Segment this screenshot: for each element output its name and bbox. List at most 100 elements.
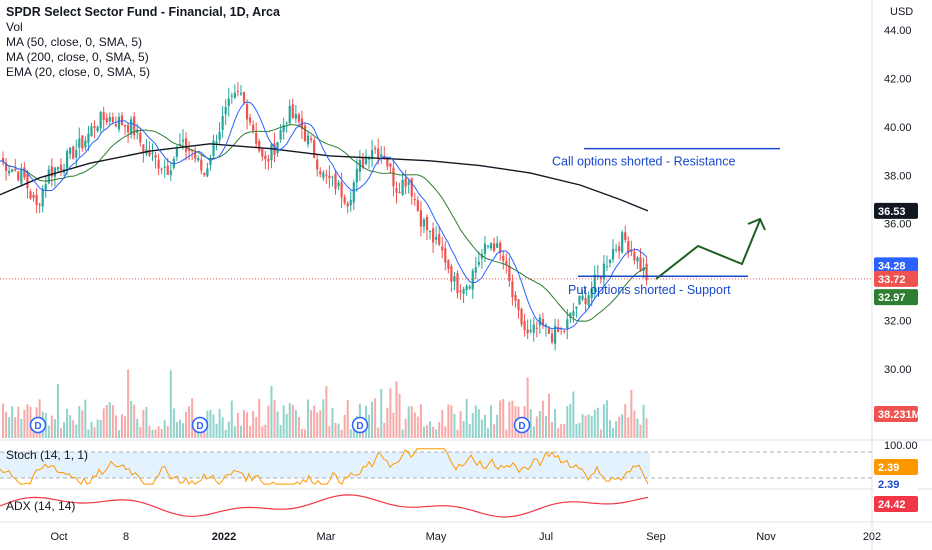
candle-body[interactable] xyxy=(87,133,90,144)
candle-body[interactable] xyxy=(523,321,526,331)
adx-line[interactable] xyxy=(0,494,649,518)
volume-bar[interactable] xyxy=(142,410,145,438)
candle-body[interactable] xyxy=(99,111,102,129)
volume-bar[interactable] xyxy=(380,388,383,438)
volume-bar[interactable] xyxy=(102,408,105,438)
volume-bar[interactable] xyxy=(551,422,554,438)
volume-bar[interactable] xyxy=(416,416,419,438)
ma200-line[interactable] xyxy=(0,143,649,212)
candle-body[interactable] xyxy=(428,230,432,233)
candle-body[interactable] xyxy=(102,112,105,120)
candle-body[interactable] xyxy=(5,162,8,171)
volume-bar[interactable] xyxy=(78,405,81,438)
volume-bar[interactable] xyxy=(157,426,160,438)
volume-bar[interactable] xyxy=(11,406,14,438)
projection-arrow-head[interactable] xyxy=(747,217,766,231)
candle-body[interactable] xyxy=(245,103,249,120)
volume-bar[interactable] xyxy=(2,403,5,438)
candle-body[interactable] xyxy=(395,188,398,193)
volume-bar[interactable] xyxy=(136,418,139,438)
volume-bar[interactable] xyxy=(227,421,230,438)
candle-body[interactable] xyxy=(267,159,270,162)
volume-bar[interactable] xyxy=(252,411,255,438)
candle-body[interactable] xyxy=(633,252,636,261)
candle-body[interactable] xyxy=(328,175,331,179)
candle-body[interactable] xyxy=(337,182,340,187)
candle-body[interactable] xyxy=(569,312,572,318)
price-tag-bg[interactable] xyxy=(874,270,918,287)
volume-bar[interactable] xyxy=(124,416,127,438)
candle-body[interactable] xyxy=(398,192,401,194)
volume-bar[interactable] xyxy=(407,406,410,438)
candle-body[interactable] xyxy=(450,266,453,282)
candle-body[interactable] xyxy=(355,168,358,183)
candle-body[interactable] xyxy=(169,170,172,175)
price-tag[interactable]: 38.231M xyxy=(878,409,921,421)
dividend-letter[interactable]: D xyxy=(34,421,41,432)
candle-body[interactable] xyxy=(66,150,69,169)
candle-body[interactable] xyxy=(489,243,493,249)
volume-bar[interactable] xyxy=(178,419,181,438)
volume-bar[interactable] xyxy=(566,406,569,438)
volume-bar[interactable] xyxy=(316,412,319,438)
candle-body[interactable] xyxy=(233,93,236,98)
candle-body[interactable] xyxy=(133,116,136,136)
candle-body[interactable] xyxy=(218,131,221,140)
candle-body[interactable] xyxy=(605,266,609,268)
candle-body[interactable] xyxy=(517,299,520,310)
candle-body[interactable] xyxy=(44,184,47,190)
volume-bar[interactable] xyxy=(605,400,608,438)
dividend-marker[interactable] xyxy=(513,416,531,434)
volume-bar[interactable] xyxy=(279,425,282,438)
volume-bar[interactable] xyxy=(487,428,489,438)
volume-bar[interactable] xyxy=(560,424,563,438)
volume-bar[interactable] xyxy=(246,412,249,438)
candle-body[interactable] xyxy=(294,113,297,119)
candle-body[interactable] xyxy=(50,166,53,177)
dividend-letter[interactable]: D xyxy=(518,421,525,432)
candle-body[interactable] xyxy=(483,243,487,254)
volume-bar[interactable] xyxy=(20,418,23,438)
volume-bar[interactable] xyxy=(285,413,288,438)
volume-bar[interactable] xyxy=(526,377,529,438)
candle-body[interactable] xyxy=(23,167,26,178)
candle-body[interactable] xyxy=(349,199,352,206)
adx-tag[interactable]: 24.42 xyxy=(878,499,906,511)
candle-body[interactable] xyxy=(422,219,426,227)
candle-body[interactable] xyxy=(38,204,41,206)
candle-body[interactable] xyxy=(514,294,517,301)
candle-body[interactable] xyxy=(410,178,413,197)
candle-body[interactable] xyxy=(526,329,529,334)
candle-body[interactable] xyxy=(441,246,444,251)
volume-bar[interactable] xyxy=(26,404,29,438)
candle-body[interactable] xyxy=(520,308,523,325)
volume-bar[interactable] xyxy=(599,429,602,438)
candle-body[interactable] xyxy=(56,167,60,170)
volume-bar[interactable] xyxy=(297,416,300,438)
candle-body[interactable] xyxy=(477,262,480,265)
candle-body[interactable] xyxy=(432,228,435,243)
volume-bar[interactable] xyxy=(334,422,337,438)
volume-bar[interactable] xyxy=(75,424,78,438)
candle-body[interactable] xyxy=(29,191,32,199)
candle-body[interactable] xyxy=(209,158,212,166)
candle-body[interactable] xyxy=(392,167,395,187)
candle-body[interactable] xyxy=(602,263,605,280)
volume-bar[interactable] xyxy=(633,410,636,438)
price-tag-bg[interactable] xyxy=(874,406,918,422)
volume-bar[interactable] xyxy=(267,405,270,438)
candle-body[interactable] xyxy=(435,236,438,240)
volume-bar[interactable] xyxy=(322,399,325,438)
volume-bar[interactable] xyxy=(340,429,343,438)
candle-body[interactable] xyxy=(419,210,422,227)
volume-bar[interactable] xyxy=(239,425,242,438)
candle-body[interactable] xyxy=(151,152,154,155)
volume-bar[interactable] xyxy=(188,406,191,438)
symbol-title[interactable]: SPDR Select Sector Fund - Financial, 1D,… xyxy=(6,5,280,19)
candle-body[interactable] xyxy=(203,173,206,176)
candle-body[interactable] xyxy=(456,273,459,294)
volume-bar[interactable] xyxy=(60,428,62,438)
candle-body[interactable] xyxy=(343,197,346,204)
candle-body[interactable] xyxy=(93,126,96,129)
candle-body[interactable] xyxy=(139,132,142,143)
